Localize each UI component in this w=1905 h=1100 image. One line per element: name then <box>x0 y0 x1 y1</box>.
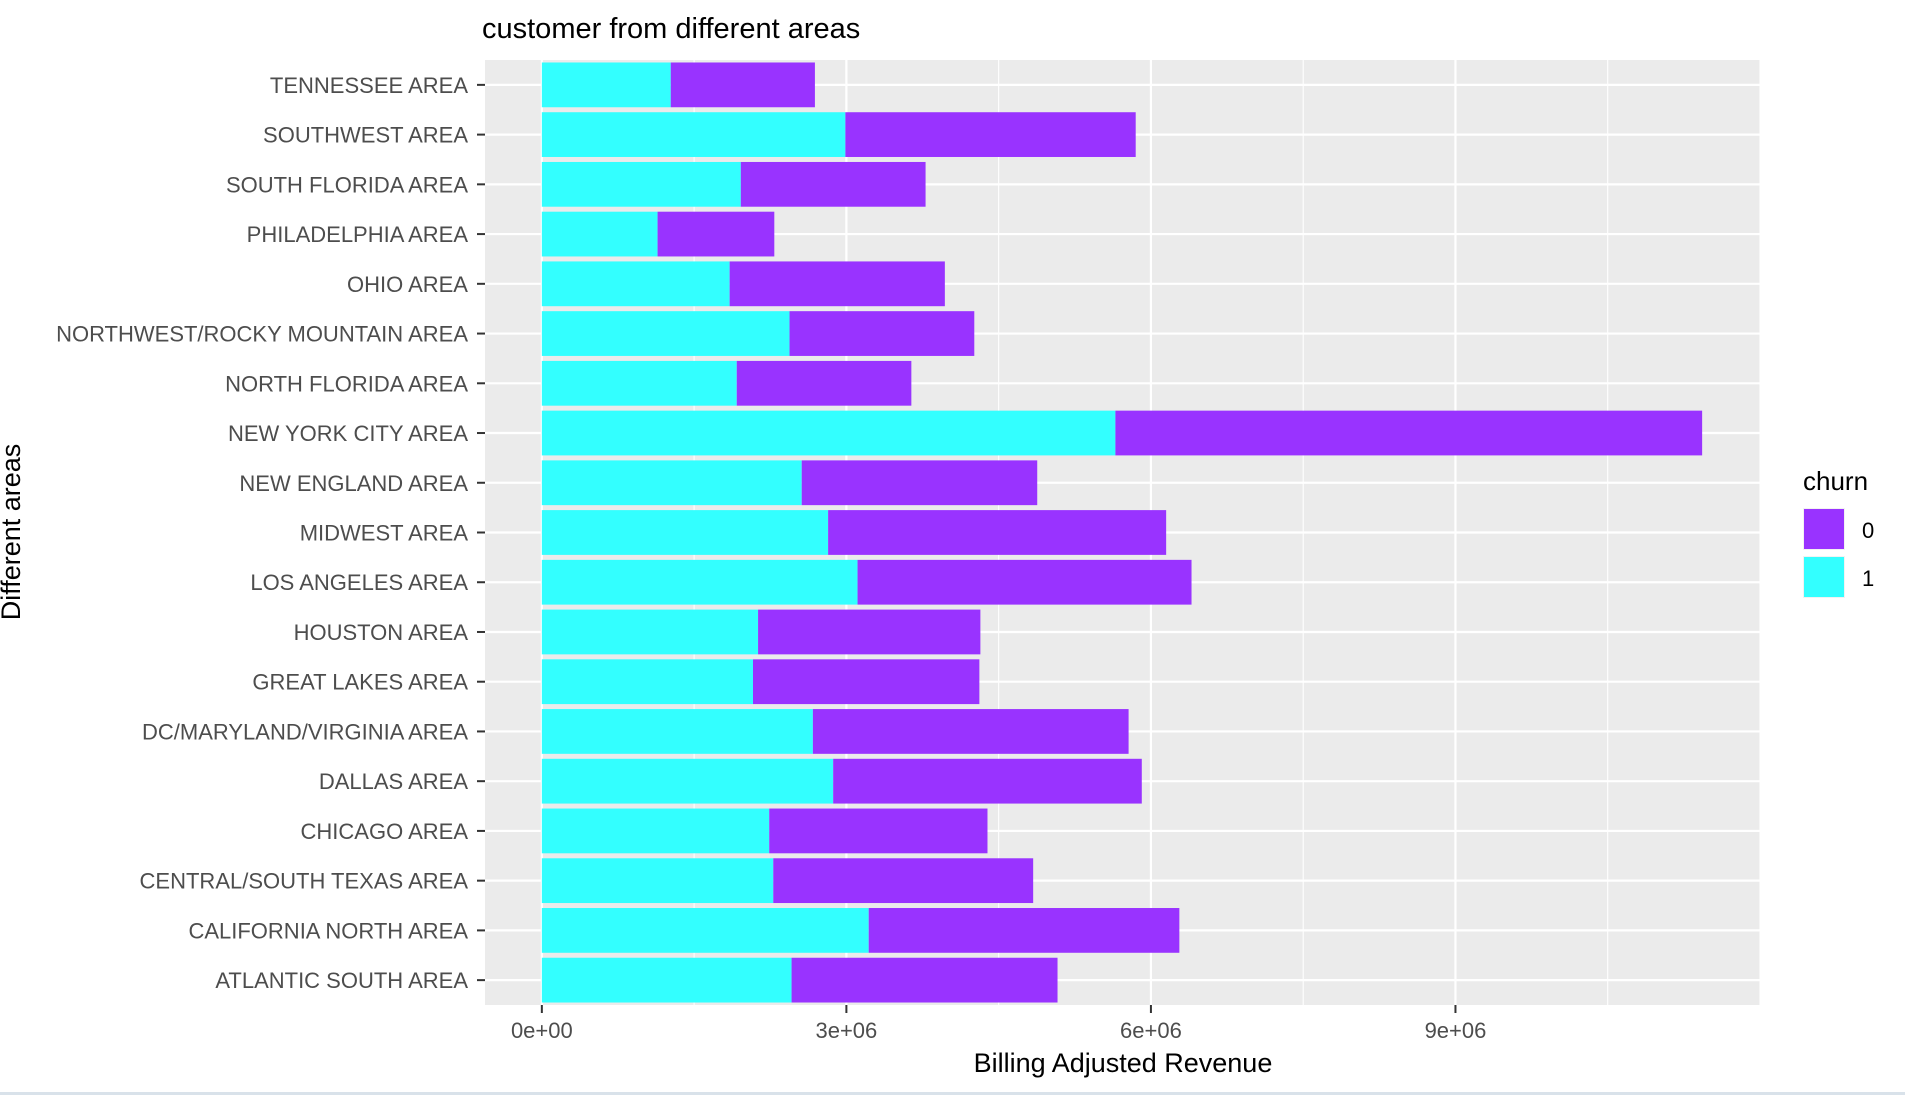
window-bottom-edge <box>0 1092 1905 1095</box>
legend-swatch-1 <box>1804 557 1844 597</box>
bar-churn-0 <box>758 609 981 655</box>
bar-churn-0 <box>670 62 815 108</box>
bar-churn-1 <box>541 908 869 953</box>
legend-title: churn <box>1803 466 1868 496</box>
bar-churn-0 <box>1115 410 1703 456</box>
bar-churn-0 <box>828 510 1167 555</box>
y-tick-label: GREAT LAKES AREA <box>252 670 468 695</box>
bar-churn-1 <box>541 559 858 605</box>
y-tick-label: TENNESSEE AREA <box>270 73 468 98</box>
chart-title: customer from different areas <box>482 13 860 45</box>
bar-churn-0 <box>773 858 1034 904</box>
y-tick-label: HOUSTON AREA <box>294 620 469 645</box>
bar-churn-0 <box>657 211 775 257</box>
bar-churn-0 <box>752 659 980 705</box>
y-tick-label: LOS ANGELES AREA <box>250 570 468 595</box>
y-tick-label: NEW ENGLAND AREA <box>239 471 468 496</box>
bar-churn-1 <box>541 709 813 754</box>
bar-churn-1 <box>541 410 1116 456</box>
x-tick-label: 3e+06 <box>815 1018 877 1043</box>
y-tick-label: MIDWEST AREA <box>300 521 469 546</box>
bar-churn-1 <box>541 808 770 854</box>
bar-churn-1 <box>541 211 658 257</box>
y-axis: ATLANTIC SOUTH AREA CALIFORNIA NORTH AREA… <box>56 73 485 993</box>
bar-churn-0 <box>845 112 1136 157</box>
bar-churn-0 <box>789 311 975 356</box>
y-tick-label: NORTH FLORIDA AREA <box>225 371 468 396</box>
bar-churn-1 <box>541 758 834 804</box>
y-tick-label: SOUTH FLORIDA AREA <box>226 172 468 197</box>
bar-churn-0 <box>769 808 988 854</box>
legend-label-0: 0 <box>1862 518 1874 543</box>
y-tick-label: CENTRAL/SOUTH TEXAS AREA <box>140 869 469 894</box>
bar-churn-1 <box>541 957 792 1003</box>
bar-churn-0 <box>857 559 1192 605</box>
x-axis-title: Billing Adjusted Revenue <box>974 1048 1273 1078</box>
y-tick-label: DALLAS AREA <box>319 769 469 794</box>
x-axis: 0e+00 3e+06 6e+06 9e+06 <box>511 1005 1486 1043</box>
bar-churn-1 <box>541 609 759 655</box>
legend: churn 0 1 <box>1803 466 1874 598</box>
bar-churn-1 <box>541 261 730 307</box>
y-tick-label: OHIO AREA <box>347 272 468 297</box>
bar-churn-1 <box>541 62 671 108</box>
bar-churn-0 <box>868 908 1180 953</box>
bar-churn-1 <box>541 311 790 356</box>
y-tick-label: CHICAGO AREA <box>301 819 469 844</box>
bar-churn-1 <box>541 659 753 705</box>
y-tick-label: ATLANTIC SOUTH AREA <box>215 968 468 993</box>
legend-label-1: 1 <box>1862 566 1874 591</box>
y-tick-label: DC/MARYLAND/VIRGINIA AREA <box>142 719 468 744</box>
y-tick-label: NORTHWEST/ROCKY MOUNTAIN AREA <box>56 322 468 347</box>
x-tick-label: 6e+06 <box>1120 1018 1182 1043</box>
bar-churn-1 <box>541 510 829 555</box>
y-axis-title: Different areas <box>0 444 26 621</box>
legend-swatch-0 <box>1804 509 1844 549</box>
bar-churn-0 <box>791 957 1058 1003</box>
bar-churn-1 <box>541 360 737 406</box>
bar-churn-1 <box>541 112 846 157</box>
bar-churn-0 <box>812 709 1129 754</box>
bar-churn-0 <box>736 360 912 406</box>
y-tick-label: NEW YORK CITY AREA <box>228 421 468 446</box>
bar-churn-0 <box>729 261 945 307</box>
y-tick-label: CALIFORNIA NORTH AREA <box>188 918 468 943</box>
bar-churn-0 <box>740 161 926 207</box>
x-tick-label: 0e+00 <box>511 1018 573 1043</box>
bar-churn-0 <box>833 758 1142 804</box>
bars <box>541 62 1703 1003</box>
x-tick-label: 9e+06 <box>1425 1018 1487 1043</box>
bar-churn-1 <box>541 858 774 904</box>
bar-churn-0 <box>801 460 1038 506</box>
y-tick-label: PHILADELPHIA AREA <box>247 222 469 247</box>
bar-churn-1 <box>541 161 741 207</box>
y-tick-label: SOUTHWEST AREA <box>263 123 468 148</box>
bar-churn-1 <box>541 460 802 506</box>
